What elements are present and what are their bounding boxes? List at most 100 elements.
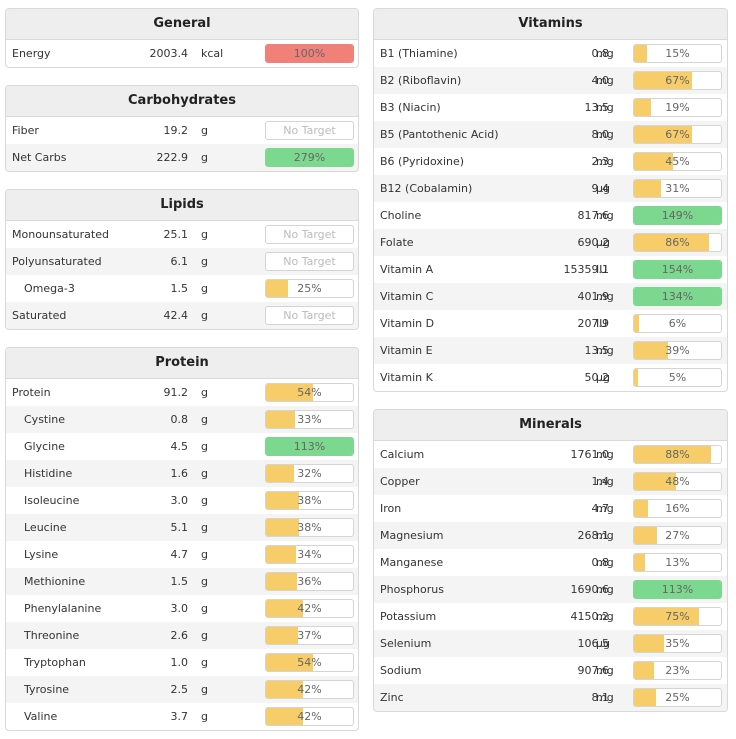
nutrient-phenylalanine-label: Phenylalanine [24,602,102,615]
nutrient-methionine-percent: 36% [297,575,322,588]
nutrient-tryptophan-row: Tryptophan 1.0 g 54% [6,649,358,676]
nutrient-fiber-amount: 19.2 [163,124,189,137]
nutrient-omega-3-amount: 1.5 [170,282,189,295]
nutrient-vitamin-k-target-fill [634,369,639,386]
nutrient-b3-niacin-unit: mg [596,101,614,114]
protein-panel: Protein Protein 91.2 g 54% Cystine 0.8 g 33% Gly… [5,347,359,731]
nutrient-vitamin-d-target-fill [634,315,640,332]
vitamins-title: Vitamins [374,9,727,40]
nutrient-manganese-target-fill [634,554,646,571]
nutrient-potassium-percent: 75% [665,610,690,623]
nutrient-selenium-unit: µg [596,637,610,650]
nutrient-phenylalanine-unit: g [201,602,208,615]
lipids-rows: Monounsaturated 25.1 g No Target Polyunsatur… [6,221,358,329]
nutrient-cystine-amount: 0.8 [170,413,189,426]
nutrient-valine-unit: g [201,710,208,723]
nutrient-protein-unit: g [201,386,208,399]
nutrient-vitamin-e-amount: 13.5 [584,344,610,357]
nutrient-vitamin-c-target-fill [634,288,721,305]
nutrient-phenylalanine-percent: 42% [297,602,322,615]
nutrient-methionine-target-fill [266,573,298,590]
nutrient-leucine-target-bar: 38% [265,518,354,537]
nutrient-b3-niacin-target-fill [634,99,651,116]
nutrient-vitamin-c-row: Vitamin C 401.9 mg 134% [374,283,727,310]
nutrient-protein-row: Protein 91.2 g 54% [6,379,358,406]
nutrient-b12-cobalamin-target-bar: 31% [633,179,722,198]
nutrient-glycine-amount: 4.5 [170,440,189,453]
nutrient-b2-riboflavin-unit: mg [596,74,614,87]
nutrient-b12-cobalamin-percent: 31% [665,182,690,195]
nutrient-manganese-percent: 13% [665,556,690,569]
nutrient-threonine-amount: 2.6 [170,629,189,642]
general-rows: Energy 2003.4 kcal 100% [6,40,358,67]
nutrient-isoleucine-row: Isoleucine 3.0 g 38% [6,487,358,514]
nutrient-isoleucine-label: Isoleucine [24,494,80,507]
nutrient-vitamin-a-target-fill [634,261,721,278]
nutrient-potassium-row: Potassium 4150.2 mg 75% [374,603,727,630]
nutrient-polyunsaturated-amount: 6.1 [170,255,189,268]
nutrient-energy-amount: 2003.4 [149,47,189,60]
nutrient-vitamin-c-label: Vitamin C [380,290,434,303]
nutrient-protein-amount: 91.2 [163,386,189,399]
nutrient-tryptophan-percent: 54% [297,656,322,669]
nutrient-iron-target-bar: 16% [633,499,722,518]
nutrient-b5-pantothenic-acid-percent: 67% [665,128,690,141]
nutrient-iron-unit: mg [596,502,614,515]
nutrient-b5-pantothenic-acid-target-fill [634,126,693,143]
nutrient-b1-thiamine-percent: 15% [665,47,690,60]
nutrient-valine-row: Valine 3.7 g 42% [6,703,358,730]
nutrient-b3-niacin-percent: 19% [665,101,690,114]
nutrient-vitamin-c-amount: 401.9 [577,290,610,303]
nutrient-vitamin-e-unit: mg [596,344,614,357]
nutrient-copper-amount: 1.4 [591,475,610,488]
nutrient-vitamin-k-label: Vitamin K [380,371,433,384]
nutrient-net-carbs-percent: 279% [293,151,326,164]
nutrient-glycine-unit: g [201,440,208,453]
nutrient-phenylalanine-target-bar: 42% [265,599,354,618]
nutrient-b2-riboflavin-percent: 67% [665,74,690,87]
nutrient-vitamin-d-row: Vitamin D 207.9 IU 6% [374,310,727,337]
nutrient-valine-amount: 3.7 [170,710,189,723]
nutrient-omega-3-label: Omega-3 [24,282,75,295]
nutrient-fiber-label: Fiber [12,124,39,137]
nutrient-threonine-unit: g [201,629,208,642]
nutrient-tryptophan-amount: 1.0 [170,656,189,669]
nutrient-sodium-unit: mg [596,664,614,677]
nutrient-valine-percent: 42% [297,710,322,723]
nutrient-magnesium-label: Magnesium [380,529,444,542]
nutrient-methionine-label: Methionine [24,575,86,588]
nutrient-magnesium-target-bar: 27% [633,526,722,545]
nutrient-iron-amount: 4.7 [591,502,610,515]
nutrient-histidine-target-bar: 32% [265,464,354,483]
nutrient-b2-riboflavin-label: B2 (Riboflavin) [380,74,462,87]
nutrient-polyunsaturated-percent: No Target [283,255,336,268]
nutrient-lysine-target-bar: 34% [265,545,354,564]
nutrient-vitamin-d-amount: 207.9 [577,317,610,330]
nutrient-protein-percent: 54% [297,386,322,399]
nutrient-iron-percent: 16% [665,502,690,515]
nutrient-zinc-amount: 8.1 [591,691,610,704]
nutrient-tryptophan-target-bar: 54% [265,653,354,672]
nutrient-protein-target-fill [266,384,313,401]
lipids-title: Lipids [6,190,358,221]
nutrient-vitamin-k-percent: 5% [668,371,687,384]
nutrient-monounsaturated-label: Monounsaturated [12,228,109,241]
nutrient-fiber-unit: g [201,124,208,137]
nutrient-selenium-target-bar: 35% [633,634,722,653]
nutrient-b3-niacin-target-bar: 19% [633,98,722,117]
nutrient-b6-pyridoxine-percent: 45% [665,155,690,168]
nutrient-copper-target-fill [634,473,676,490]
nutrient-zinc-row: Zinc 8.1 mg 25% [374,684,727,711]
nutrient-b5-pantothenic-acid-row: B5 (Pantothenic Acid) 8.0 mg 67% [374,121,727,148]
nutrient-sodium-target-bar: 23% [633,661,722,680]
nutrient-potassium-target-bar: 75% [633,607,722,626]
nutrient-saturated-label: Saturated [12,309,67,322]
nutrient-magnesium-unit: mg [596,529,614,542]
nutrient-vitamin-c-target-bar: 134% [633,287,722,306]
nutrient-manganese-unit: mg [596,556,614,569]
nutrient-isoleucine-amount: 3.0 [170,494,189,507]
nutrient-energy-row: Energy 2003.4 kcal 100% [6,40,358,67]
nutrient-vitamin-d-percent: 6% [668,317,687,330]
nutrient-threonine-row: Threonine 2.6 g 37% [6,622,358,649]
nutrient-potassium-label: Potassium [380,610,437,623]
